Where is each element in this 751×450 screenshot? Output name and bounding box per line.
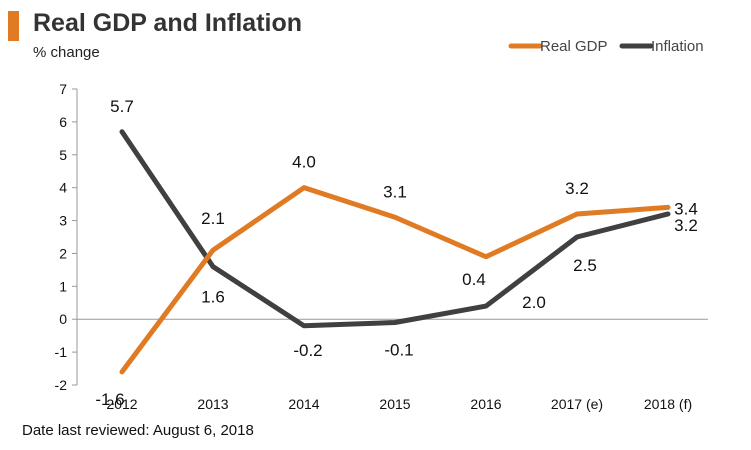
y-tick-label: -2 xyxy=(55,377,68,393)
chart-legend: Real GDP Inflation xyxy=(508,38,704,55)
legend-label-real-gdp: Real GDP xyxy=(540,38,608,55)
y-tick-label: 7 xyxy=(59,81,67,97)
data-label-inflation: 0.4 xyxy=(462,270,486,289)
data-label-real-gdp: 3.4 xyxy=(674,199,698,218)
data-labels: -1.62.14.03.1 3.23.45.71.6-0.2 -0.10.42.53… xyxy=(95,97,697,409)
y-tick-label: 6 xyxy=(59,114,67,130)
y-tick-label: -1 xyxy=(55,344,68,360)
y-tick-label: 2 xyxy=(59,245,67,261)
data-label-inflation: 5.7 xyxy=(110,97,134,116)
series-lines xyxy=(119,129,671,375)
x-tick-label: 2012 xyxy=(106,396,137,412)
series-line-real-gdp xyxy=(119,185,671,375)
data-label-inflation: 2.5 xyxy=(573,256,597,275)
data-label-inflation: 1.6 xyxy=(201,288,225,307)
x-tick-label: 2018 (f) xyxy=(644,396,692,412)
data-label-real-gdp: 3.1 xyxy=(383,182,407,201)
y-tick-label: 5 xyxy=(59,147,67,163)
x-tick-label: 2016 xyxy=(470,396,501,412)
chart-axes: -2 -1 0 1 2 3 4 5 6 7 2012 2013 2014 2015 2016 2017 (e)… xyxy=(55,81,708,412)
data-label-inflation: -0.2 xyxy=(293,341,322,360)
y-tick-label: 0 xyxy=(59,311,67,327)
chart-title: Real GDP and Inflation xyxy=(33,9,303,37)
data-label-real-gdp: 3.2 xyxy=(565,179,589,198)
data-label-inflation: 3.2 xyxy=(674,216,698,235)
y-tick-label: 3 xyxy=(59,213,67,229)
data-label-real-gdp: 4.0 xyxy=(292,153,316,172)
x-tick-label: 2013 xyxy=(197,396,228,412)
data-label-real-gdp: -1.6 xyxy=(95,390,124,409)
data-label-real-gdp: 2.1 xyxy=(201,209,225,228)
x-tick-label: 2015 xyxy=(379,396,410,412)
title-accent-bar xyxy=(8,11,19,41)
x-tick-label: 2017 (e) xyxy=(551,396,603,412)
y-tick-label: 4 xyxy=(59,180,67,196)
y-tick-label: 1 xyxy=(59,278,67,294)
footer-date-reviewed: Date last reviewed: August 6, 2018 xyxy=(22,422,254,439)
chart-subtitle: % change xyxy=(33,44,100,61)
series-line-inflation xyxy=(119,129,671,329)
data-label-inflation: -0.1 xyxy=(384,341,413,360)
data-label-annotation: 2.0 xyxy=(522,293,546,312)
legend-label-inflation: Inflation xyxy=(651,38,704,55)
x-tick-label: 2014 xyxy=(288,396,319,412)
